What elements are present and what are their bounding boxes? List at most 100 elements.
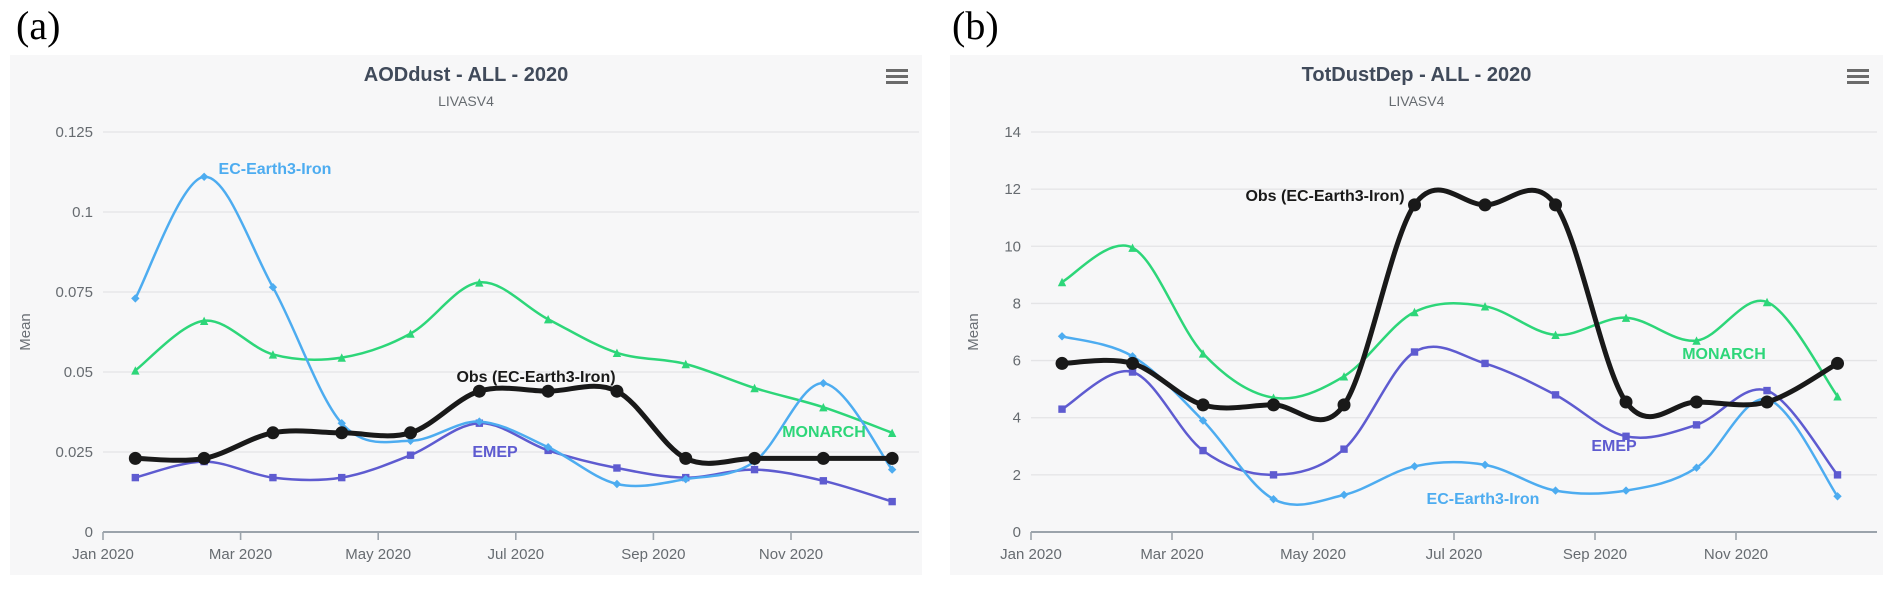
series-line-emep [134, 421, 894, 503]
y-tick-label: 0.025 [55, 444, 93, 461]
series-line-ec-earth3-iron [1060, 335, 1839, 506]
series-marker-obs-ec-earth3-iron [885, 451, 899, 465]
y-tick-label: 0.1 [72, 204, 93, 221]
y-tick-label: 14 [1004, 124, 1021, 141]
series-marker-monarch [1128, 243, 1137, 252]
series-label-emep: EMEP [472, 444, 518, 461]
hamburger-icon[interactable] [1845, 64, 1871, 86]
series-marker-emep [1269, 471, 1278, 479]
series-marker-obs-ec-earth3-iron [128, 451, 142, 465]
series-marker-emep [1763, 386, 1771, 395]
series-marker-ec-earth3-iron [887, 465, 897, 474]
plot-area-aoddust: 0 0.025 0.05 0.075 0.1 0.125 Jan 2020 Mar 2020 M… [17, 124, 919, 563]
series-marker-emep [1481, 359, 1489, 368]
series-marker-ec-earth3-iron [337, 419, 346, 428]
series-marker-monarch [406, 329, 415, 338]
series-marker-obs-ec-earth3-iron [1267, 398, 1281, 412]
series-marker-monarch [1480, 302, 1490, 311]
series-marker-emep [1340, 445, 1348, 453]
series-marker-emep [338, 473, 346, 482]
y-tick-label: 4 [1013, 410, 1021, 427]
series-marker-emep [1410, 348, 1419, 356]
x-tick-label: Sep 2020 [621, 546, 685, 563]
series-marker-obs-ec-earth3-iron [335, 426, 349, 440]
series-marker-monarch [681, 359, 690, 369]
chart-title: AODdust - ALL - 2020 [363, 64, 569, 86]
series-line-obs-ec-earth3-iron [1059, 187, 1840, 423]
series-label-ec-earth3-iron: EC-Earth3-Iron [218, 161, 332, 178]
series-marker-emep [1199, 446, 1207, 455]
series-marker-monarch [819, 403, 828, 412]
hamburger-icon[interactable] [884, 64, 910, 86]
series-marker-ec-earth3-iron [612, 479, 622, 489]
y-tick-label: 10 [1004, 238, 1021, 255]
series-marker-monarch [131, 366, 140, 375]
series-marker-ec-earth3-iron [681, 475, 690, 484]
series-marker-obs-ec-earth3-iron [1760, 395, 1774, 409]
series-marker-ec-earth3-iron [1551, 486, 1560, 495]
series-marker-obs-ec-earth3-iron [472, 384, 486, 398]
series-marker-obs-ec-earth3-iron [197, 451, 211, 465]
series-marker-ec-earth3-iron [268, 283, 278, 292]
series-label-monarch: MONARCH [1682, 346, 1766, 363]
series-marker-monarch [1692, 336, 1701, 345]
x-tick-label: Nov 2020 [759, 546, 823, 563]
series-marker-monarch [887, 428, 897, 437]
series-marker-emep [1833, 471, 1842, 479]
series-marker-monarch [1410, 307, 1419, 317]
series-marker-monarch [199, 316, 209, 325]
chart-subtitle: LIVASV4 [1388, 93, 1445, 109]
series-marker-emep [1622, 432, 1630, 440]
series-marker-ec-earth3-iron [1269, 494, 1278, 504]
y-tick-label: 0 [1013, 524, 1021, 541]
series-label-emep: EMEP [1591, 438, 1637, 455]
y-tick-label: 6 [1013, 353, 1021, 370]
series-marker-ec-earth3-iron [1057, 332, 1067, 341]
series-marker-emep [613, 464, 621, 472]
figure-label-b: (b) [952, 3, 999, 48]
chart-aoddust: AODdust - ALL - 2020 LIVASV4 0 0.025 0.05 0… [10, 55, 922, 575]
series-marker-monarch [1057, 277, 1067, 287]
y-tick-label: 8 [1013, 295, 1021, 312]
series-marker-monarch [1762, 297, 1772, 307]
series-marker-ec-earth3-iron [1621, 486, 1631, 495]
x-tick-label: Mar 2020 [1140, 546, 1203, 563]
series-marker-obs-ec-earth3-iron [1196, 398, 1210, 412]
x-tick-label: Jan 2020 [72, 546, 134, 563]
series-marker-emep [269, 473, 277, 482]
series-label-monarch: MONARCH [782, 424, 866, 441]
series-marker-ec-earth3-iron [819, 379, 828, 388]
x-tick-label: Mar 2020 [209, 546, 272, 563]
series-marker-obs-ec-earth3-iron [404, 426, 418, 440]
series-label-ec-earth3-iron: EC-Earth3-Iron [1426, 491, 1540, 508]
series-marker-ec-earth3-iron [543, 443, 553, 452]
series-marker-emep [406, 451, 415, 459]
x-tick-label: Sep 2020 [1563, 546, 1627, 563]
series-marker-ec-earth3-iron [1833, 492, 1842, 501]
series-marker-monarch [1339, 372, 1349, 381]
y-tick-label: 0.075 [55, 284, 93, 301]
x-tick-label: May 2020 [345, 546, 411, 563]
series-marker-obs-ec-earth3-iron [679, 451, 693, 465]
series-marker-obs-ec-earth3-iron [1055, 356, 1069, 370]
series-marker-obs-ec-earth3-iron [1478, 198, 1492, 212]
series-marker-emep [819, 477, 828, 485]
series-line-monarch [134, 281, 894, 435]
series-marker-monarch [475, 278, 484, 287]
series-marker-obs-ec-earth3-iron [541, 384, 555, 398]
x-tick-label: Jul 2020 [487, 546, 544, 563]
series-marker-emep [750, 465, 759, 474]
chart-title: TotDustDep - ALL - 2020 [1301, 64, 1532, 86]
series-marker-monarch [337, 353, 346, 362]
series-marker-monarch [1198, 349, 1208, 358]
series-marker-obs-ec-earth3-iron [1408, 198, 1422, 212]
y-tick-label: 0 [85, 524, 93, 541]
x-tick-label: Jul 2020 [1426, 546, 1483, 563]
series-marker-obs-ec-earth3-iron [1690, 395, 1704, 409]
series-marker-ec-earth3-iron [1339, 490, 1349, 500]
y-axis-title: Mean [17, 313, 34, 351]
series-label-obs-ec-earth3-iron: Obs (EC-Earth3-Iron) [456, 369, 616, 386]
series-marker-ec-earth3-iron [131, 294, 140, 303]
series-marker-obs-ec-earth3-iron [748, 451, 762, 465]
